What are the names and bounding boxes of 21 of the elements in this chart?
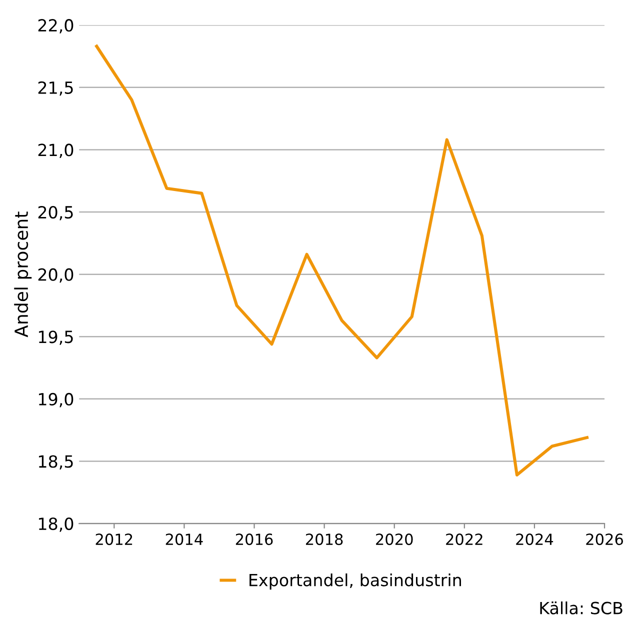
x-tick-label: 2014 [166, 534, 203, 546]
x-tick-label: 2012 [96, 534, 132, 546]
y-tick-label: 19,0 [38, 392, 74, 408]
x-tick-label: 2016 [236, 534, 273, 546]
legend-label: Exportandel, basindustrin [250, 573, 461, 590]
y-tick-label: 21,0 [38, 144, 74, 158]
y-tick-label: 18,5 [38, 455, 73, 470]
x-tick-label: 2026 [586, 534, 623, 546]
y-tick-label: 20,5 [38, 206, 73, 220]
x-tick-label: 2018 [306, 534, 343, 546]
x-tick-label: 2024 [516, 534, 554, 546]
y-tick-label: 22,0 [38, 19, 74, 34]
text: Källa: SCB [540, 601, 622, 614]
y-tick-label: 19,5 [38, 330, 73, 345]
y-axis-title: Andel procent [14, 212, 32, 338]
x-tick-label: 2020 [376, 534, 413, 546]
y-tick-label: 20,0 [38, 268, 74, 283]
y-tick-label: 18,0 [38, 518, 74, 532]
x-tick-label: 2022 [446, 534, 482, 546]
line-series [95, 44, 589, 476]
y-tick-label: 21,5 [38, 81, 73, 96]
